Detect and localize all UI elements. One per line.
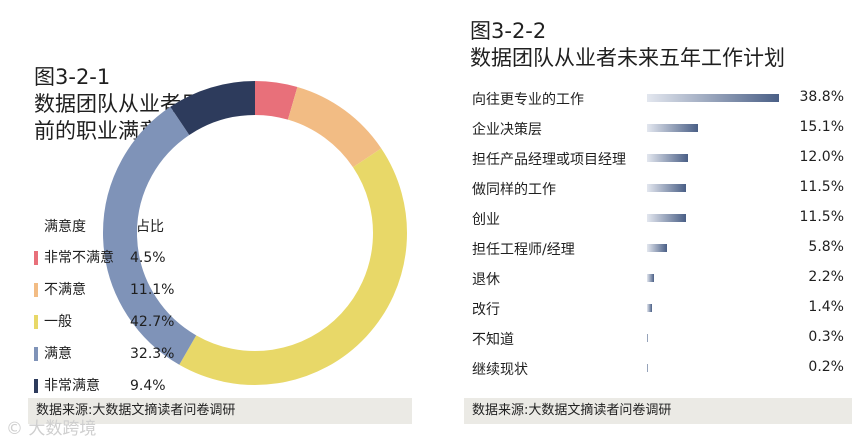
bar-row: 不知道 0.3%: [472, 327, 844, 351]
bar-chart-title: 图3-2-2 数据团队从业者未来五年工作计划: [470, 19, 785, 70]
bar-category-label: 担任产品经理或项目经理: [472, 152, 626, 168]
bar-row: 担任产品经理或项目经理 12.0%: [472, 147, 844, 171]
bar-row: 创业 11.5%: [472, 207, 844, 231]
bar-row: 企业决策层 15.1%: [472, 117, 844, 141]
legend-swatch: [34, 347, 38, 361]
donut-slice-2: [287, 87, 382, 168]
bar-row: 担任工程师/经理 5.8%: [472, 237, 844, 261]
legend-header-value: 占比: [136, 219, 164, 235]
bar: [647, 184, 687, 192]
watermark: © 大数跨境: [6, 419, 97, 439]
bar: [647, 274, 655, 282]
bar-row: 改行 1.4%: [472, 297, 844, 321]
bar: [647, 94, 779, 102]
donut-source-note: 数据来源:大数据文摘读者问卷调研: [28, 398, 412, 424]
bar-row: 退休 2.2%: [472, 267, 844, 291]
bar: [647, 304, 652, 312]
legend-value: 4.5%: [130, 250, 166, 266]
bar-source-note: 数据来源:大数据文摘读者问卷调研: [464, 398, 852, 424]
legend-label: 不满意: [44, 282, 86, 298]
legend-swatch: [34, 251, 38, 265]
bar-value-label: 2.2%: [808, 269, 844, 285]
bar-row: 继续现状 0.2%: [472, 357, 844, 381]
bar: [647, 214, 687, 222]
bar-category-label: 向往更专业的工作: [472, 92, 584, 108]
bar: [647, 244, 667, 252]
bar-category-label: 继续现状: [472, 362, 528, 378]
bar-value-label: 5.8%: [808, 239, 844, 255]
bar-value-label: 15.1%: [799, 119, 844, 135]
legend-swatch: [34, 379, 38, 393]
bar-value-label: 38.8%: [799, 89, 844, 105]
bar-category-label: 做同样的工作: [472, 182, 556, 198]
legend-value: 42.7%: [130, 314, 175, 330]
bar-row: 向往更专业的工作 38.8%: [472, 87, 844, 111]
bar-value-label: 1.4%: [808, 299, 844, 315]
bar-value-label: 12.0%: [799, 149, 844, 165]
bar-value-label: 11.5%: [799, 209, 844, 225]
legend-value: 9.4%: [130, 378, 166, 394]
legend-label: 非常满意: [44, 378, 100, 394]
donut-slice-5: [170, 81, 256, 136]
legend-swatch: [34, 283, 38, 297]
bar-category-label: 不知道: [472, 332, 514, 348]
legend-value: 32.3%: [130, 346, 175, 362]
legend-label: 满意: [44, 346, 72, 362]
legend-header-label: 满意度: [44, 219, 86, 235]
bar: [647, 334, 649, 342]
donut-slice-3: [179, 148, 407, 385]
bar: [647, 124, 699, 132]
bar-value-label: 11.5%: [799, 179, 844, 195]
bar-category-label: 担任工程师/经理: [472, 242, 575, 258]
bar-category-label: 企业决策层: [472, 122, 542, 138]
bar-category-label: 创业: [472, 212, 500, 228]
legend-value: 11.1%: [130, 282, 175, 298]
legend-label: 一般: [44, 314, 72, 330]
bar-row: 做同样的工作 11.5%: [472, 177, 844, 201]
donut-slice-1: [254, 81, 298, 120]
donut-slice-4: [103, 106, 197, 365]
legend-label: 非常不满意: [44, 250, 114, 266]
satisfaction-donut-chart: [103, 81, 407, 385]
legend-swatch: [34, 315, 38, 329]
bar: [647, 154, 688, 162]
bar-category-label: 改行: [472, 302, 500, 318]
bar-value-label: 0.2%: [808, 359, 844, 375]
bar-value-label: 0.3%: [808, 329, 844, 345]
bar-category-label: 退休: [472, 272, 500, 288]
bar: [647, 364, 648, 372]
